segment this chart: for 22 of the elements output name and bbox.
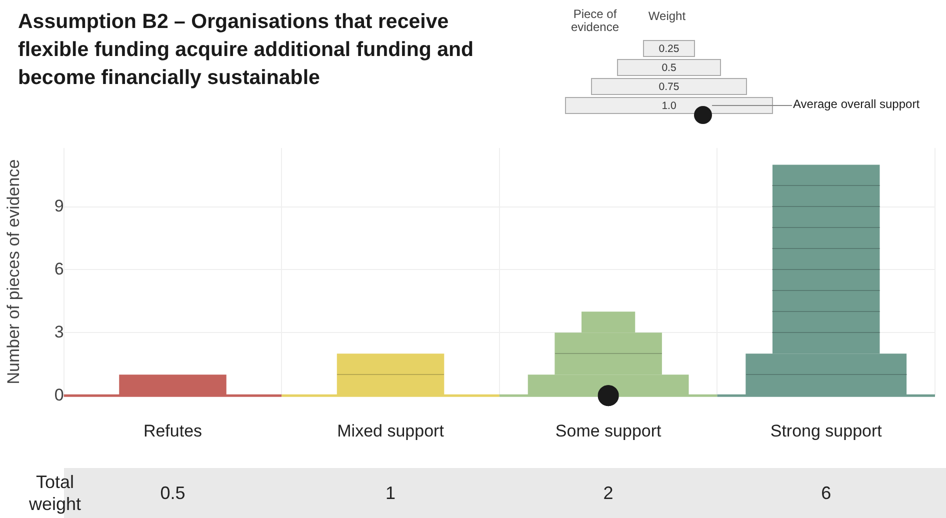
x-tick-label: Strong support [770,421,882,440]
y-tick-label: 9 [54,196,64,216]
chart-title: Assumption B2 – Organisations that receive flexible funding acquire additional funding and become financially sustainable [18,9,475,91]
x-tick-label: Some support [555,421,662,440]
text: 0.75 [591,78,747,95]
text: 0.25 [643,40,695,57]
text: 6 [820,482,832,505]
text: 0.5 [159,482,186,505]
y-tick-label: 3 [54,322,64,342]
y-tick-label: 6 [54,259,64,278]
y-axis-title: Number of pieces of evidence [4,159,23,384]
y-tick-label: 0 [54,385,64,404]
text: 0.5 [617,59,721,76]
text: Weight [647,9,687,23]
text: 2 [602,482,614,505]
text: Total weight [28,471,82,516]
text: Piece of evidence [570,7,620,34]
x-tick-label: Refutes [143,421,202,440]
text: Average overall support [793,97,920,111]
text: 1.0 [565,97,773,114]
x-tick-label: Mixed support [337,421,444,440]
text: 1 [384,482,397,505]
